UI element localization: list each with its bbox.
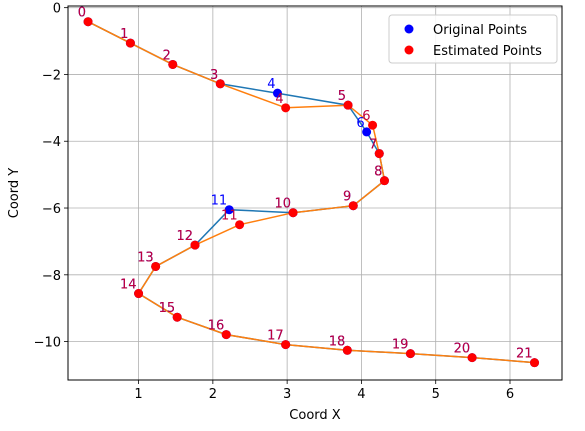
point-label: 20 bbox=[454, 342, 471, 357]
data-point bbox=[374, 149, 384, 159]
data-point bbox=[379, 176, 389, 186]
data-point bbox=[134, 289, 144, 299]
x-tick-label: 5 bbox=[432, 387, 440, 402]
data-point bbox=[281, 340, 291, 350]
point-label: 2 bbox=[162, 48, 170, 63]
data-point bbox=[215, 79, 225, 89]
y-tick-label: 0 bbox=[53, 2, 61, 17]
point-label: 12 bbox=[176, 229, 193, 244]
x-tick-label: 1 bbox=[134, 387, 142, 402]
legend: Original Points Estimated Points bbox=[388, 14, 558, 64]
point-label: 16 bbox=[208, 319, 225, 334]
data-point bbox=[235, 220, 245, 230]
legend-label: Estimated Points bbox=[433, 44, 542, 59]
x-tick-label: 3 bbox=[283, 387, 291, 402]
y-axis-label: Coord Y bbox=[7, 168, 22, 218]
series-line bbox=[87, 21, 535, 364]
point-label: 18 bbox=[329, 334, 346, 349]
data-point bbox=[272, 88, 282, 98]
data-point bbox=[530, 358, 540, 368]
series-markers bbox=[83, 17, 540, 368]
x-tick-label: 4 bbox=[357, 387, 365, 402]
legend-box bbox=[388, 14, 558, 64]
data-point bbox=[342, 345, 352, 355]
data-point bbox=[190, 240, 200, 250]
y-axis-ticks: 0 −2 −4 −6 −8 −10 bbox=[34, 2, 68, 351]
point-label: 17 bbox=[267, 329, 284, 344]
point-label: 7 bbox=[369, 138, 377, 153]
point-label: 3 bbox=[210, 68, 218, 83]
point-label: 0 bbox=[78, 6, 86, 21]
point-label: 8 bbox=[374, 165, 382, 180]
point-label: 5 bbox=[338, 89, 346, 104]
data-point bbox=[362, 127, 372, 137]
data-point bbox=[348, 201, 358, 211]
point-label: 17 bbox=[267, 329, 284, 344]
point-label: 2 bbox=[162, 48, 170, 63]
point-label: 11 bbox=[211, 194, 228, 209]
point-label: 1 bbox=[120, 27, 128, 42]
point-label: 16 bbox=[208, 319, 225, 334]
point-label: 21 bbox=[516, 347, 533, 362]
point-label: 19 bbox=[392, 338, 409, 353]
point-label: 19 bbox=[392, 338, 409, 353]
plot-frame bbox=[67, 5, 563, 381]
point-label: 11 bbox=[221, 209, 238, 224]
point-label: 3 bbox=[210, 68, 218, 83]
point-label: 15 bbox=[159, 301, 176, 316]
series-line bbox=[87, 21, 535, 364]
point-label: 5 bbox=[338, 89, 346, 104]
series-lines bbox=[87, 21, 535, 364]
x-axis-ticks: 1 2 3 4 5 6 bbox=[134, 380, 514, 402]
point-label: 20 bbox=[454, 342, 471, 357]
data-point bbox=[221, 330, 231, 340]
point-label: 1 bbox=[120, 27, 128, 42]
point-label: 6 bbox=[362, 109, 370, 124]
y-tick-label: −8 bbox=[42, 269, 61, 284]
data-point bbox=[224, 205, 234, 215]
point-label: 4 bbox=[267, 77, 275, 92]
data-point bbox=[125, 38, 135, 48]
point-label: 15 bbox=[159, 301, 176, 316]
point-label: 18 bbox=[329, 334, 346, 349]
point-label: 8 bbox=[374, 165, 382, 180]
y-tick-label: −10 bbox=[34, 336, 61, 351]
y-tick-label: −6 bbox=[42, 202, 61, 217]
data-point bbox=[288, 208, 298, 218]
point-label: 6 bbox=[356, 116, 364, 131]
data-point bbox=[467, 353, 477, 363]
point-label: 12 bbox=[176, 229, 193, 244]
point-label: 14 bbox=[120, 278, 137, 293]
data-point bbox=[151, 261, 161, 271]
point-label: 14 bbox=[120, 278, 137, 293]
data-point bbox=[83, 17, 93, 27]
x-axis-label: Coord X bbox=[289, 408, 340, 423]
data-point bbox=[405, 349, 415, 359]
point-label: 13 bbox=[137, 250, 154, 265]
x-tick-label: 2 bbox=[209, 387, 217, 402]
point-label: 7 bbox=[369, 138, 377, 153]
data-point bbox=[281, 103, 291, 113]
legend-label: Original Points bbox=[433, 23, 527, 38]
point-label: 4 bbox=[275, 92, 283, 107]
point-label: 13 bbox=[137, 250, 154, 265]
data-point bbox=[343, 100, 353, 110]
y-tick-label: −4 bbox=[42, 135, 61, 150]
point-label: 9 bbox=[343, 190, 351, 205]
data-point bbox=[172, 312, 182, 322]
data-point bbox=[168, 59, 178, 69]
legend-marker bbox=[404, 24, 414, 34]
x-tick-label: 6 bbox=[506, 387, 514, 402]
legend-marker bbox=[404, 45, 414, 55]
point-label: 21 bbox=[516, 347, 533, 362]
y-tick-label: −2 bbox=[42, 68, 61, 83]
point-label: 10 bbox=[275, 197, 292, 212]
point-label: 10 bbox=[275, 197, 292, 212]
point-label: 9 bbox=[343, 190, 351, 205]
data-point bbox=[368, 120, 378, 130]
point-label: 0 bbox=[78, 6, 86, 21]
